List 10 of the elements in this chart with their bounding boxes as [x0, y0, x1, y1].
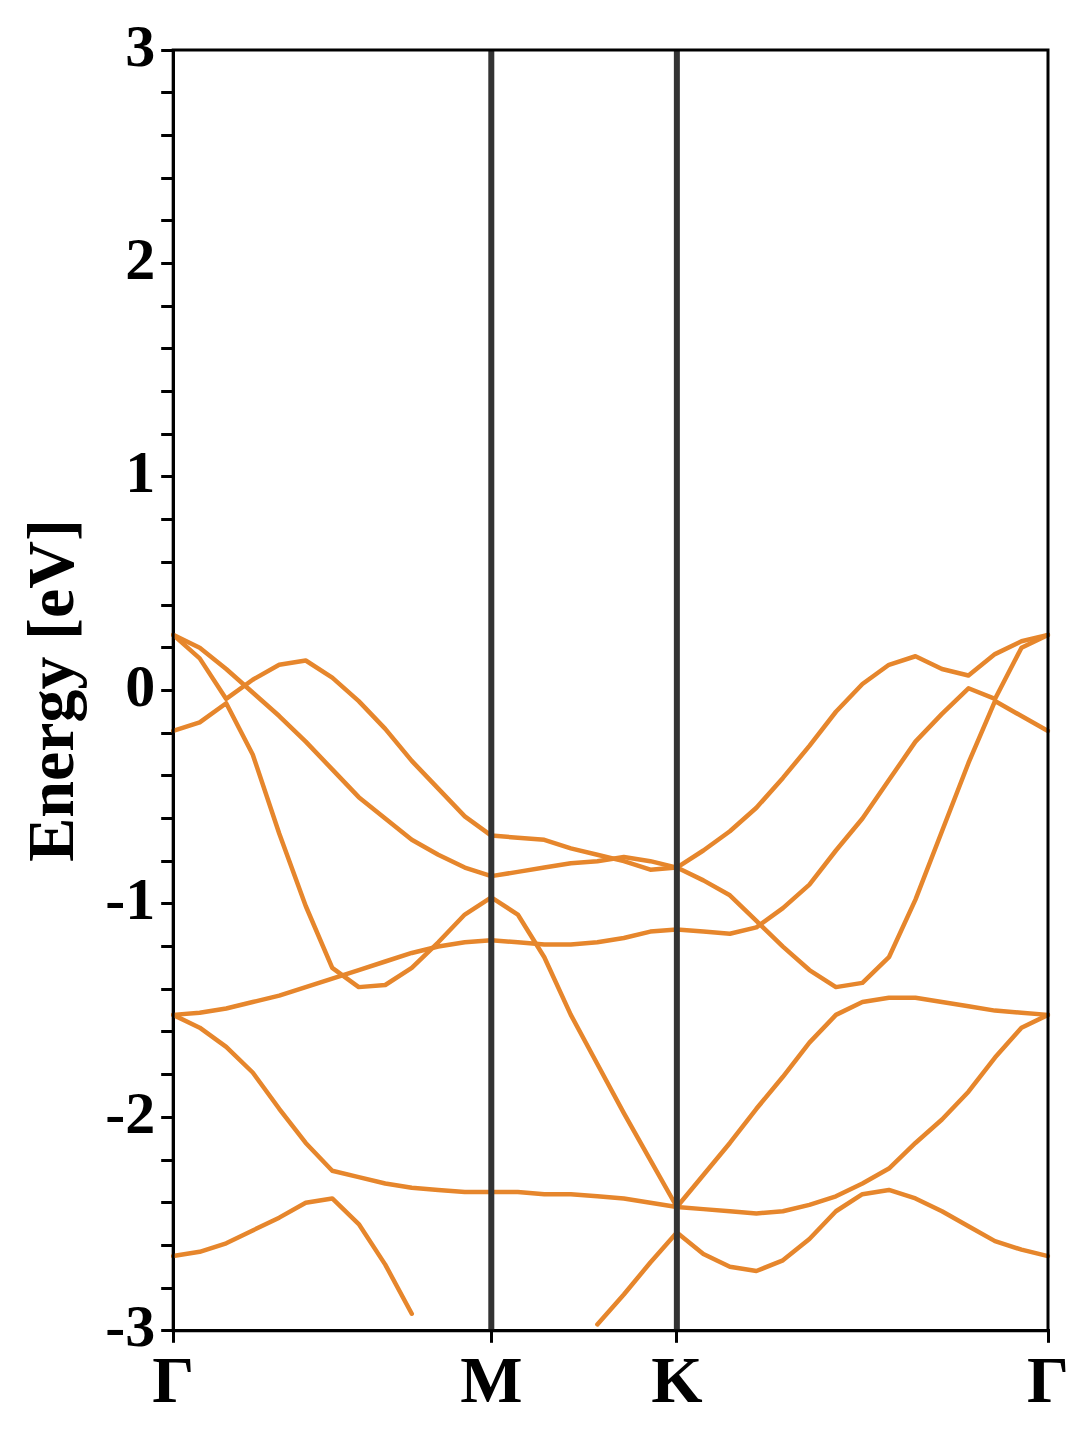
y-tick-label: 0	[125, 652, 156, 719]
x-tick-label: M	[460, 1343, 523, 1417]
y-tick-label: 1	[125, 439, 156, 506]
x-tick-label: K	[651, 1343, 703, 1417]
y-tick-label: -2	[105, 1079, 156, 1146]
y-tick-label: 3	[125, 12, 156, 79]
y-axis-title: Energy [eV]	[13, 519, 87, 862]
y-tick-label: -1	[105, 866, 156, 933]
x-tick-label: Γ	[1027, 1343, 1069, 1417]
y-tick-label: 2	[125, 225, 156, 292]
